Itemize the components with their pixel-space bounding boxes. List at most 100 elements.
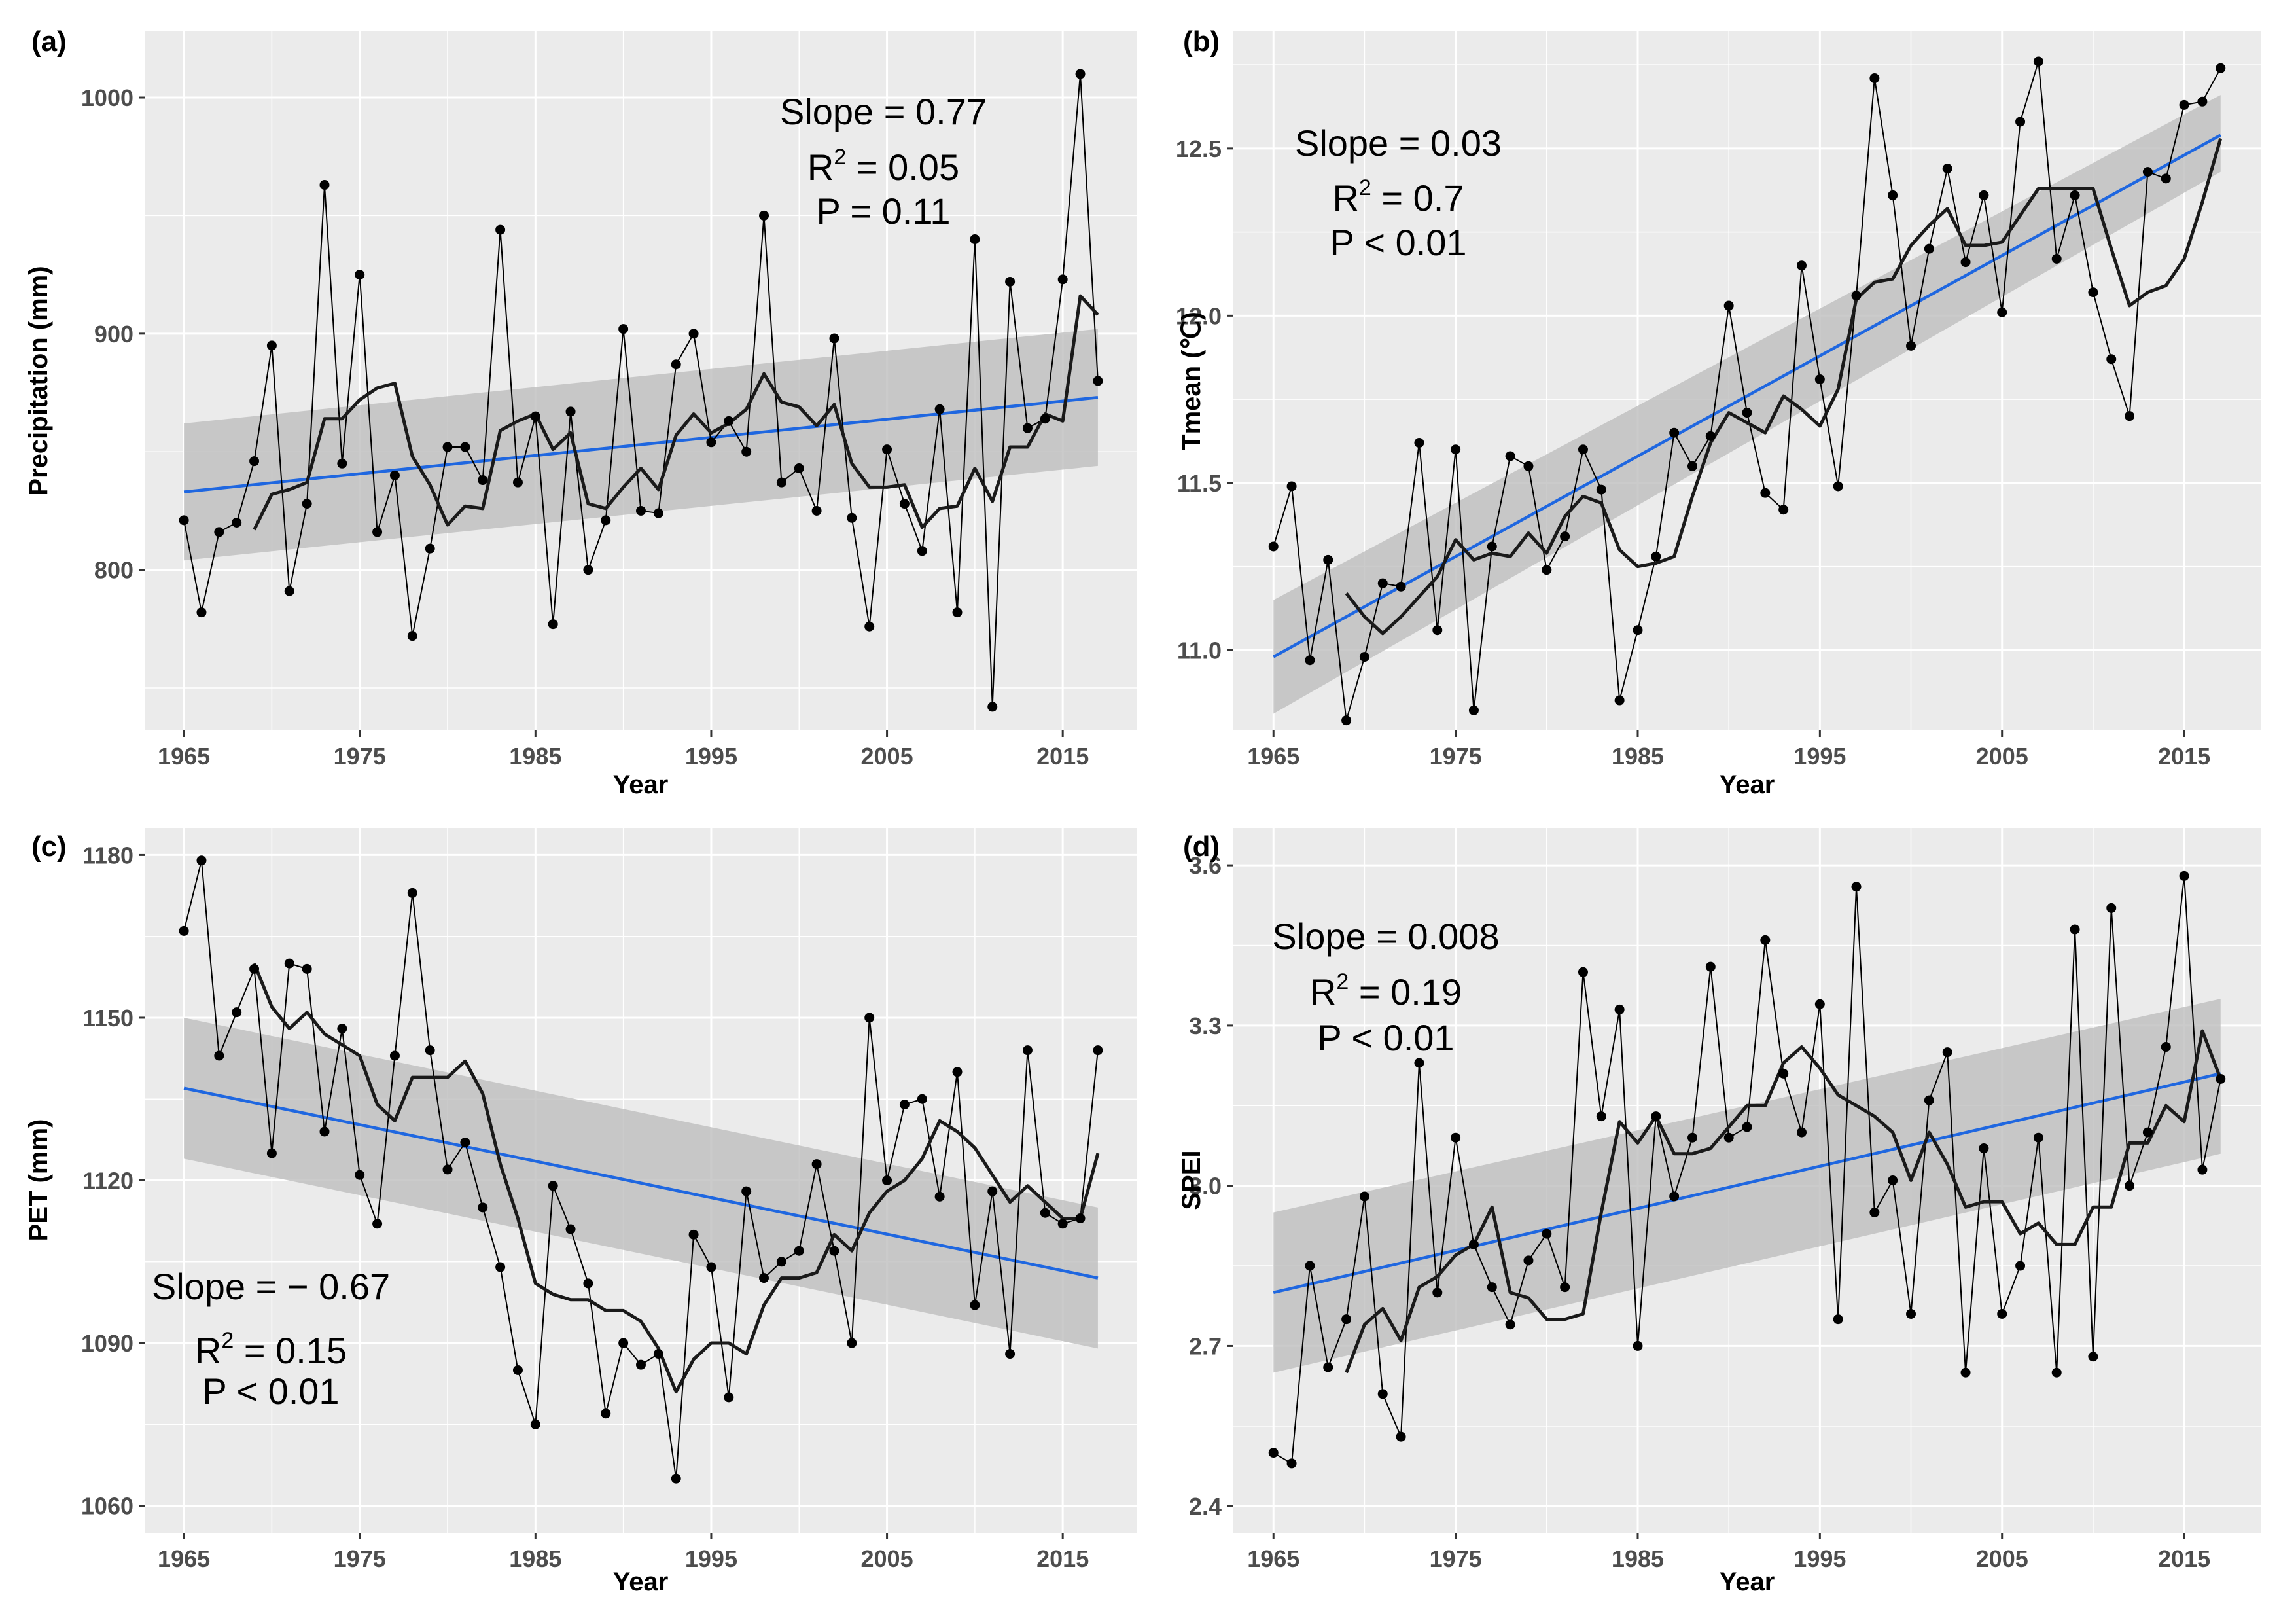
data-point bbox=[618, 1338, 629, 1348]
data-point bbox=[337, 1024, 347, 1034]
data-point bbox=[706, 437, 716, 448]
data-point bbox=[2015, 1261, 2026, 1271]
data-point bbox=[952, 1067, 963, 1077]
data-point bbox=[355, 1170, 365, 1180]
data-point bbox=[1487, 541, 1497, 552]
data-point bbox=[478, 475, 488, 486]
r-squared-annotation: R2 = 0.15 bbox=[195, 1328, 347, 1371]
x-tick-label: 1985 bbox=[509, 1545, 561, 1572]
data-point bbox=[1814, 374, 1825, 384]
data-point bbox=[530, 1419, 540, 1429]
y-axis-title: Precipitation (mm) bbox=[24, 266, 53, 495]
data-point bbox=[899, 1100, 910, 1110]
r-squared-symbol: R bbox=[807, 147, 834, 188]
data-point bbox=[1942, 164, 1952, 174]
data-point bbox=[1487, 1282, 1497, 1293]
slope-annotation: Slope = 0.77 bbox=[780, 91, 987, 132]
x-tick-label: 2005 bbox=[861, 743, 913, 770]
data-point bbox=[548, 619, 558, 630]
data-point bbox=[2015, 117, 2026, 127]
data-point bbox=[1833, 481, 1843, 492]
data-point bbox=[1286, 481, 1297, 492]
data-point bbox=[1760, 488, 1771, 498]
confidence-band bbox=[1273, 95, 2221, 714]
data-point bbox=[2125, 411, 2135, 421]
panels: 1965 1975 1985 1995 2005 2015 800 900 1000 Year Pr… bbox=[24, 26, 2261, 1596]
data-point bbox=[2216, 63, 2226, 73]
x-tick-label: 1965 bbox=[1247, 1545, 1299, 1572]
data-point bbox=[512, 477, 523, 488]
data-point bbox=[2216, 1073, 2226, 1084]
data-point bbox=[829, 333, 839, 344]
data-point bbox=[1286, 1458, 1297, 1469]
data-point bbox=[1651, 1111, 1661, 1122]
data-point bbox=[1814, 999, 1825, 1009]
data-point bbox=[1960, 1367, 1971, 1378]
data-point bbox=[1960, 257, 1971, 268]
x-tick-label: 1975 bbox=[334, 743, 386, 770]
x-axis-title: Year bbox=[1720, 770, 1775, 799]
data-point bbox=[2088, 1352, 2098, 1362]
data-point bbox=[1268, 541, 1279, 552]
data-point bbox=[442, 442, 453, 452]
trend-line bbox=[1273, 1072, 2221, 1295]
data-point bbox=[618, 324, 629, 334]
data-point bbox=[179, 515, 189, 526]
trend-line bbox=[183, 396, 1099, 493]
data-point bbox=[1505, 451, 1515, 461]
data-point bbox=[1888, 190, 1898, 200]
r-squared-symbol: R bbox=[1310, 971, 1336, 1013]
data-point bbox=[1451, 444, 1461, 455]
data-point bbox=[1979, 1143, 1989, 1154]
data-point bbox=[1093, 376, 1103, 386]
data-point bbox=[1869, 1207, 1880, 1217]
data-point bbox=[1451, 1132, 1461, 1143]
x-axis-title: Year bbox=[1720, 1568, 1775, 1596]
data-point bbox=[1614, 695, 1625, 706]
data-point bbox=[671, 359, 681, 370]
data-point bbox=[2070, 924, 2080, 935]
x-tick-label: 2005 bbox=[1976, 743, 2028, 770]
data-point bbox=[2161, 1042, 2171, 1052]
data-point bbox=[934, 1191, 945, 1202]
data-point bbox=[232, 517, 242, 528]
data-point bbox=[495, 1262, 506, 1272]
data-point bbox=[882, 444, 892, 455]
data-point bbox=[970, 234, 980, 245]
y-tick-label: 3.0 bbox=[1189, 1173, 1222, 1200]
data-point bbox=[196, 607, 207, 618]
data-point bbox=[1979, 190, 1989, 200]
data-point bbox=[1924, 243, 1934, 254]
data-point bbox=[1432, 625, 1443, 636]
r-squared-annotation: R2 = 0.7 bbox=[1332, 175, 1464, 219]
data-point bbox=[319, 1126, 330, 1137]
data-point bbox=[829, 1246, 839, 1256]
data-point bbox=[1778, 1068, 1789, 1079]
data-point bbox=[583, 565, 593, 575]
data-point bbox=[1687, 461, 1697, 471]
x-tick-label: 1985 bbox=[1612, 1545, 1664, 1572]
data-point bbox=[1468, 705, 1479, 715]
y-tick-label: 1090 bbox=[81, 1330, 133, 1357]
data-point bbox=[724, 1392, 734, 1403]
data-point bbox=[688, 1229, 699, 1240]
data-point bbox=[1075, 69, 1086, 79]
data-point bbox=[970, 1300, 980, 1310]
data-point bbox=[1760, 935, 1771, 945]
data-point bbox=[671, 1473, 681, 1484]
y-tick-label: 12.5 bbox=[1176, 135, 1222, 162]
data-point bbox=[232, 1007, 242, 1018]
p-value-annotation: P = 0.11 bbox=[817, 190, 951, 232]
y-tick-label: 2.7 bbox=[1189, 1333, 1222, 1359]
x-axis-title: Year bbox=[613, 1568, 669, 1596]
x-tick-label: 2005 bbox=[861, 1545, 913, 1572]
data-point bbox=[1377, 578, 1388, 588]
x-tick-label: 1995 bbox=[1793, 1545, 1846, 1572]
data-point bbox=[882, 1175, 892, 1185]
data-point bbox=[372, 527, 383, 537]
data-point bbox=[302, 499, 312, 509]
data-point bbox=[460, 442, 470, 452]
data-point bbox=[407, 631, 417, 641]
data-point bbox=[266, 1148, 277, 1158]
data-point bbox=[319, 180, 330, 190]
